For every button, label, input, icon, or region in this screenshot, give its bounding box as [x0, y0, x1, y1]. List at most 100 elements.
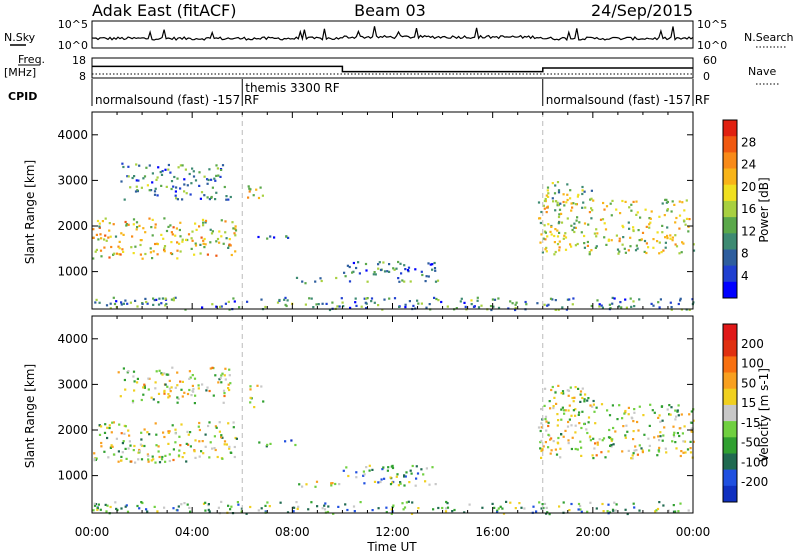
data-cell	[130, 246, 133, 249]
data-cell	[154, 381, 157, 384]
data-cell	[491, 502, 494, 505]
data-cell	[183, 391, 186, 394]
data-cell	[353, 510, 356, 513]
data-cell	[229, 382, 232, 385]
data-cell	[257, 196, 261, 200]
cpid-segment-label: normalsound (fast) -157 RF	[546, 93, 710, 107]
data-cell	[557, 191, 561, 194]
data-cell	[433, 261, 436, 265]
data-cell	[151, 234, 154, 237]
data-cell	[497, 306, 501, 309]
data-cell	[151, 257, 154, 260]
data-cell	[549, 452, 552, 455]
data-cell	[455, 307, 458, 310]
data-cell	[185, 460, 188, 463]
data-cell	[544, 415, 548, 418]
data-cell	[170, 180, 174, 183]
data-cell	[225, 198, 228, 201]
data-cell	[431, 268, 434, 271]
data-cell	[681, 432, 684, 435]
data-cell	[536, 302, 539, 305]
data-cell	[340, 297, 343, 300]
data-cell	[609, 307, 612, 310]
data-cell	[541, 503, 544, 506]
data-cell	[325, 302, 328, 305]
data-cell	[354, 297, 357, 300]
data-cell	[511, 302, 514, 305]
data-cell	[151, 181, 154, 184]
data-cell	[113, 252, 116, 255]
data-cell	[215, 426, 218, 429]
data-cell	[679, 454, 682, 458]
data-cell	[600, 403, 604, 406]
data-cell	[190, 394, 193, 397]
data-cell	[588, 251, 591, 254]
data-cell	[127, 370, 130, 373]
data-cell	[652, 246, 655, 249]
data-cell	[120, 455, 123, 458]
data-cell	[554, 448, 557, 451]
data-cell	[564, 429, 567, 432]
data-cell	[112, 223, 115, 226]
data-cell	[602, 510, 605, 513]
data-cell	[689, 447, 692, 450]
data-cell	[567, 389, 571, 392]
data-cell	[643, 239, 647, 243]
data-cell	[359, 501, 362, 504]
data-cell	[98, 301, 101, 304]
data-cell	[204, 501, 207, 504]
data-cell	[619, 212, 622, 215]
data-cell	[155, 444, 158, 447]
data-cell	[115, 252, 119, 255]
data-cell	[677, 510, 680, 513]
data-cell	[109, 307, 112, 310]
data-cell	[115, 507, 118, 510]
data-cell	[515, 301, 518, 304]
data-cell	[683, 209, 686, 212]
data-cell	[163, 248, 166, 251]
data-cell	[227, 504, 230, 507]
data-cell	[139, 253, 142, 256]
data-cell	[391, 466, 395, 470]
data-cell	[553, 241, 556, 244]
data-cell	[397, 484, 400, 487]
data-cell	[175, 197, 178, 200]
colorbar-swatch	[723, 249, 737, 266]
data-cell	[605, 205, 609, 208]
data-cell	[151, 218, 154, 221]
data-cell	[202, 502, 206, 505]
data-cell	[381, 308, 384, 311]
data-cell	[158, 455, 161, 459]
data-cell	[671, 239, 674, 242]
data-cell	[139, 243, 142, 247]
data-cell	[574, 424, 577, 427]
data-cell	[301, 485, 304, 488]
data-cell	[556, 181, 560, 184]
data-cell	[577, 508, 580, 511]
data-cell	[172, 226, 175, 229]
data-cell	[197, 425, 200, 428]
data-cell	[428, 303, 431, 306]
data-cell	[147, 454, 150, 457]
data-cell	[210, 195, 213, 199]
data-cell	[501, 507, 504, 510]
data-cell	[424, 280, 427, 283]
data-cell	[596, 232, 599, 235]
data-cell	[580, 510, 583, 513]
data-cell	[232, 227, 235, 230]
data-cell	[154, 226, 157, 229]
data-cell	[211, 303, 214, 306]
data-cell	[351, 271, 354, 274]
data-cell	[576, 195, 579, 198]
data-cell	[583, 422, 586, 426]
data-cell	[583, 246, 586, 249]
data-cell	[194, 242, 197, 245]
data-cell	[658, 241, 661, 244]
data-cell	[285, 304, 288, 308]
data-cell	[202, 452, 205, 455]
data-cell	[269, 442, 272, 445]
data-cell	[410, 472, 413, 475]
data-cell	[614, 430, 617, 433]
data-cell	[631, 417, 634, 420]
data-cell	[621, 450, 624, 453]
